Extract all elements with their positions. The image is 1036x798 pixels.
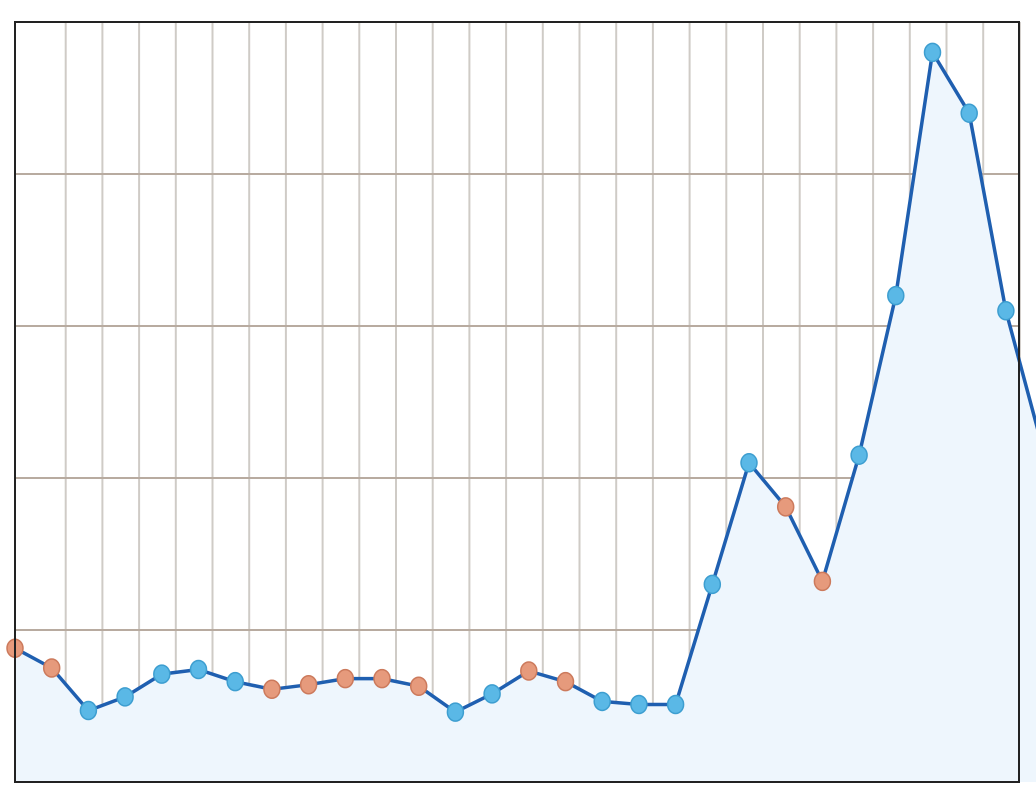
data-point: [189, 659, 208, 680]
data-point: [666, 694, 685, 715]
data-point: [593, 691, 611, 712]
data-point: [630, 694, 648, 715]
data-point: [446, 702, 465, 722]
series-area-fill: [15, 52, 1036, 782]
data-point: [373, 668, 391, 689]
data-point: [153, 664, 171, 684]
data-point: [776, 497, 795, 517]
data-point: [556, 671, 575, 692]
data-point: [923, 42, 942, 63]
data-point: [520, 661, 538, 681]
data-point: [850, 445, 868, 465]
data-point: [263, 679, 281, 700]
data-point: [960, 103, 978, 123]
data-point: [42, 658, 61, 678]
data-point: [299, 674, 318, 695]
series-markers: [6, 42, 1015, 722]
data-point: [740, 453, 758, 473]
data-point: [813, 571, 832, 592]
data-point: [79, 700, 98, 721]
data-point: [336, 668, 355, 689]
data-point: [409, 676, 428, 696]
data-point: [226, 671, 244, 692]
data-point: [997, 301, 1015, 321]
plot-frame: [14, 21, 1020, 783]
data-point: [703, 574, 722, 595]
data-point: [116, 687, 134, 707]
data-point: [887, 285, 905, 306]
data-point: [483, 684, 501, 704]
